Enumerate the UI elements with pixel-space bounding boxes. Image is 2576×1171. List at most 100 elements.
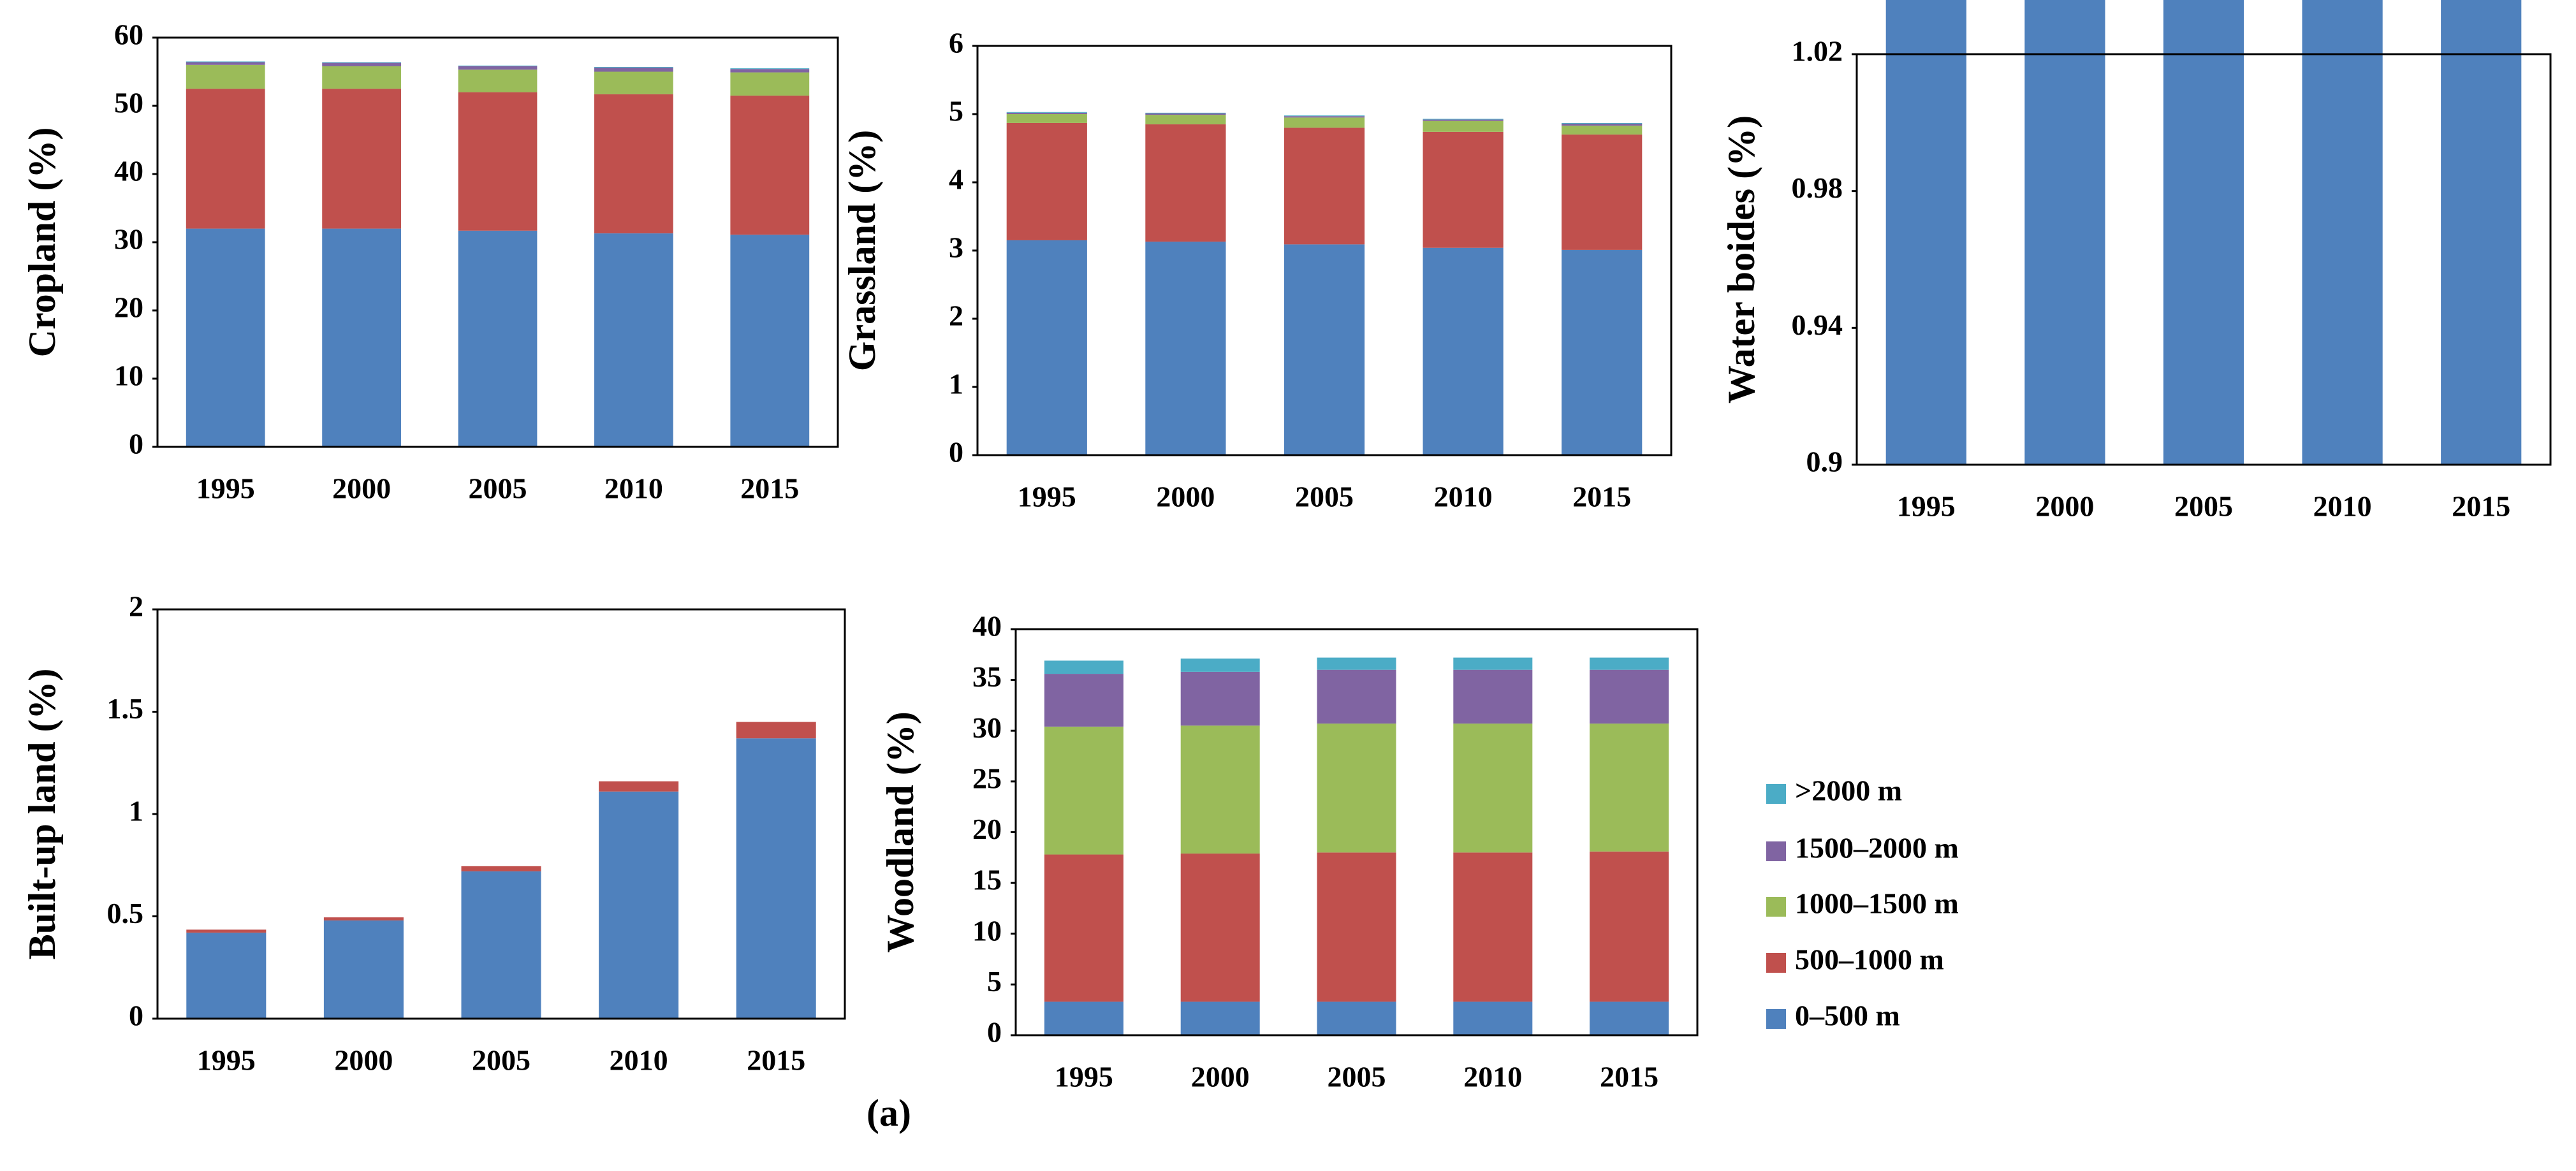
y-tick-label: 0.5 [107, 897, 144, 929]
bar-segment [1180, 671, 1260, 726]
bar-segment [736, 722, 816, 739]
bar-segment [599, 781, 679, 792]
bar-segment [1044, 674, 1123, 727]
bar-segment [1006, 112, 1087, 114]
y-tick-label: 10 [114, 360, 143, 392]
y-tick-label: 0.9 [1806, 446, 1843, 478]
bar-segment [1453, 669, 1533, 724]
bar-segment [1145, 115, 1226, 125]
bar-segment [1284, 115, 1365, 117]
y-tick-label: 0 [987, 1016, 1002, 1049]
bar-segment [458, 69, 538, 92]
bar-segment [1284, 127, 1365, 245]
bar-segment [1590, 669, 1669, 724]
bar-segment [461, 866, 541, 871]
y-tick-label: 5 [987, 965, 1002, 998]
bar-segment [186, 62, 265, 65]
legend-label: >2000 m [1795, 775, 1902, 807]
y-axis-label: Cropland (%) [21, 127, 63, 358]
y-tick-label: 0.98 [1792, 171, 1843, 204]
bar-segment [1044, 854, 1123, 1002]
y-tick-label: 15 [972, 864, 1002, 896]
y-tick-label: 2 [129, 590, 143, 623]
bar-segment [186, 228, 265, 447]
bar-segment [1453, 852, 1533, 1002]
bar-segment [1317, 852, 1396, 1002]
bar-segment [1562, 123, 1643, 126]
x-tick-label: 2000 [334, 1044, 393, 1077]
x-tick-label: 2000 [2035, 490, 2094, 523]
legend-label: 1500–2000 m [1795, 832, 1959, 864]
bar-segment [1453, 724, 1533, 853]
bar-segment [1317, 724, 1396, 853]
y-tick-label: 0 [129, 1000, 143, 1032]
x-tick-label: 2010 [1463, 1061, 1522, 1093]
bar-segment [1006, 240, 1087, 455]
plot-frame [1014, 628, 1699, 1036]
legend-label: 1000–1500 m [1795, 887, 1959, 920]
caption: (a) [867, 1092, 911, 1134]
plot-frame [156, 36, 839, 448]
bar-segment [730, 68, 810, 69]
bar-segment [1590, 1001, 1669, 1035]
bar-segment [322, 62, 401, 66]
bar-segment [186, 64, 265, 89]
bar-segment [1562, 135, 1643, 250]
y-axis-label: Grassland (%) [841, 130, 883, 371]
bar-segment [1423, 119, 1504, 121]
x-tick-label: 2010 [2313, 490, 2372, 523]
x-tick-label: 1995 [1055, 1061, 1113, 1093]
bar-segment [1180, 853, 1260, 1002]
x-tick-label: 2010 [610, 1044, 668, 1077]
bar-segment [1145, 113, 1226, 115]
y-tick-label: 60 [114, 18, 143, 51]
bar-segment [1562, 249, 1643, 455]
bar-segment [1317, 669, 1396, 724]
bar-segment [594, 71, 673, 94]
bar-segment [1317, 1001, 1396, 1035]
x-tick-label: 2005 [2174, 490, 2233, 523]
x-tick-label: 2000 [332, 472, 391, 505]
bar-segment [599, 791, 679, 1019]
y-axis-label: Built-up land (%) [21, 669, 63, 960]
x-tick-label: 2015 [1600, 1061, 1658, 1093]
y-tick-label: 40 [972, 610, 1002, 643]
y-tick-label: 20 [114, 291, 143, 324]
y-tick-label: 10 [972, 914, 1002, 947]
bar-segment [1562, 126, 1643, 135]
x-tick-label: 2005 [472, 1044, 531, 1077]
bar-segment [2163, 0, 2244, 465]
y-tick-label: 1 [129, 795, 143, 827]
y-tick-label: 2 [949, 300, 963, 332]
bar-segment [322, 66, 401, 89]
y-tick-label: 50 [114, 87, 143, 119]
bar-segment [1423, 120, 1504, 132]
x-tick-label: 2015 [2452, 490, 2510, 523]
x-tick-label: 2015 [1572, 481, 1631, 513]
bar-segment [1284, 244, 1365, 455]
bar-segment [1562, 122, 1643, 124]
bar-segment [461, 871, 541, 1019]
legend-swatch [1766, 953, 1786, 973]
bar-segment [1284, 117, 1365, 128]
bar-segment [1423, 247, 1504, 455]
bar-segment [730, 235, 810, 447]
bar-segment [1453, 657, 1533, 670]
y-tick-label: 1 [949, 368, 963, 400]
x-tick-label: 2000 [1191, 1061, 1250, 1093]
bar-segment [1317, 657, 1396, 670]
y-tick-label: 3 [949, 231, 963, 264]
bar-segment [458, 92, 538, 231]
bar-segment [186, 61, 265, 62]
bar-segment [594, 68, 673, 72]
bar-segment [1145, 242, 1226, 455]
bar-segment [2302, 0, 2383, 465]
bar-segment [1180, 1001, 1260, 1035]
y-tick-label: 30 [972, 711, 1002, 744]
x-tick-label: 2015 [740, 472, 799, 505]
x-tick-label: 1995 [1897, 490, 1956, 523]
y-tick-label: 40 [114, 155, 143, 187]
y-tick-label: 0 [949, 436, 963, 469]
bar-segment [1180, 658, 1260, 672]
